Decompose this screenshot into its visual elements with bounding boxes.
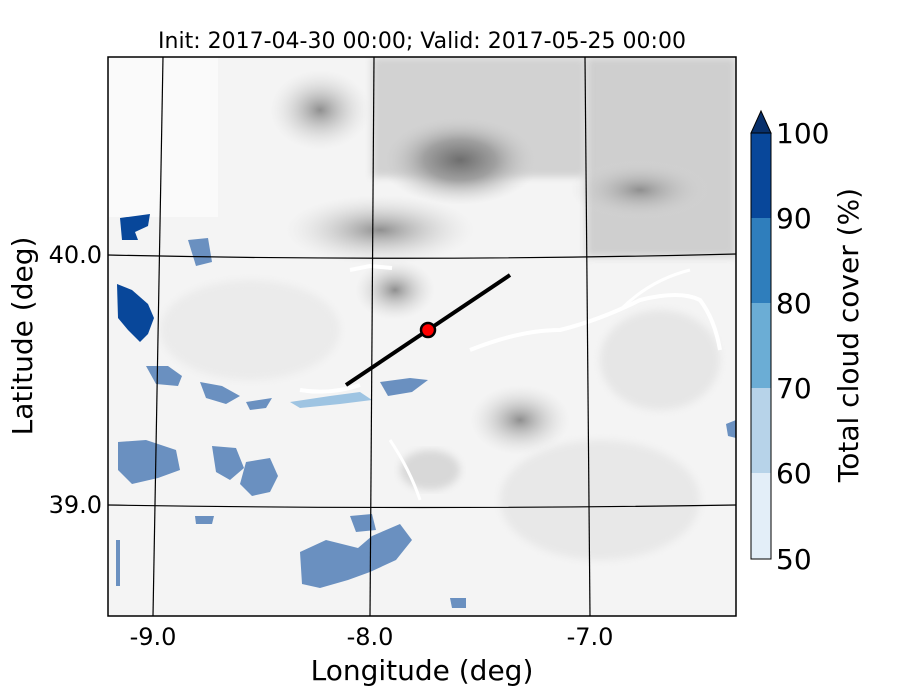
graticule: [108, 57, 736, 616]
colorbar-bin-80-90: [751, 218, 771, 303]
cloud-patch: [300, 524, 412, 588]
y-tick-label: 39.0: [49, 491, 102, 519]
cloud-cover-patches: [116, 214, 736, 608]
y-axis-label: Latitude (deg): [6, 237, 39, 436]
cloud-patch: [212, 446, 244, 480]
parallel-line: [108, 253, 736, 259]
colorbar-tick-label: 50: [776, 543, 812, 576]
colorbar-tick-label: 60: [776, 457, 812, 490]
x-tick-label: -9.0: [130, 623, 177, 651]
cloud-patch: [116, 540, 120, 586]
cloud-patch: [350, 514, 376, 532]
cloud-patch: [726, 420, 736, 438]
meridian-line: [369, 57, 375, 616]
x-axis-label: Longitude (deg): [311, 654, 534, 687]
cloud-patch: [146, 366, 182, 386]
x-tick-label: -7.0: [567, 623, 614, 651]
meridian-line: [584, 57, 591, 616]
cloud-patch: [188, 238, 212, 266]
colorbar-bin-50-60: [751, 473, 771, 559]
map-area: [108, 57, 736, 616]
colorbar-tick-label: 100: [776, 117, 829, 150]
cloud-patch: [380, 378, 428, 396]
cloud-patch: [290, 392, 372, 408]
colorbar-label: Total cloud cover (%): [832, 188, 865, 483]
colorbar-tick-label: 70: [776, 372, 812, 405]
parallel-line: [108, 504, 736, 509]
cloud-patch: [246, 398, 272, 410]
y-tick-label: 40.0: [49, 241, 102, 269]
colorbar-tick-label: 90: [776, 202, 812, 235]
colorbar: 100 90 80 70 60 50 Total cloud cover (%): [750, 109, 865, 576]
plot-title: Init: 2017-04-30 00:00; Valid: 2017-05-2…: [158, 29, 686, 54]
cloud-patch: [200, 382, 240, 404]
cloud-patch: [240, 458, 278, 496]
colorbar-extend-arrow: [750, 109, 772, 134]
colorbar-bin-90-100: [751, 133, 771, 218]
cloud-patch: [450, 598, 466, 608]
cloud-patch: [195, 516, 214, 524]
colorbar-frame: [750, 132, 772, 560]
colorbar-bin-70-80: [751, 303, 771, 388]
x-tick-label: -8.0: [347, 623, 394, 651]
map-frame: [107, 56, 737, 617]
cloud-patch: [118, 440, 180, 484]
cloud-patch: [120, 214, 150, 240]
colorbar-bin-60-70: [751, 388, 771, 473]
terrain-shading: [108, 57, 736, 560]
meridian-line: [152, 57, 164, 616]
cloud-patch: [117, 284, 154, 342]
location-marker: [419, 321, 437, 339]
colorbar-tick-label: 80: [776, 287, 812, 320]
